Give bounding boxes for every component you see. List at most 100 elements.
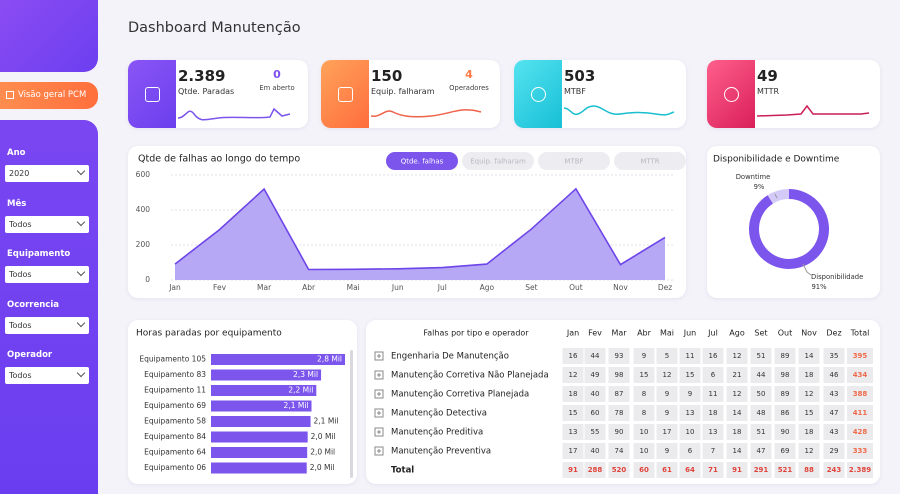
dropdown[interactable]: Todos <box>5 317 89 334</box>
expand-icon[interactable] <box>374 427 384 437</box>
cell <box>847 386 873 402</box>
table-title: Falhas por tipo e operador <box>423 329 529 338</box>
cell <box>633 462 655 478</box>
kpi-icon-tile <box>514 60 562 128</box>
y-tick-label: Equipamento 58 <box>144 417 206 426</box>
cell <box>750 462 772 478</box>
cell <box>702 367 724 383</box>
bar <box>211 400 312 412</box>
kpi-sparkline <box>564 105 675 116</box>
bar <box>211 385 317 396</box>
kpi-sparkline <box>371 109 482 118</box>
cell <box>584 443 606 459</box>
cell <box>584 348 606 364</box>
dropdown-chevron <box>76 166 86 176</box>
filter-label: Operador <box>7 350 53 360</box>
cell <box>847 348 873 364</box>
donut-segment <box>767 189 790 204</box>
cell <box>562 462 584 478</box>
filter-label: Mês <box>7 199 27 209</box>
cell <box>679 367 701 383</box>
cell <box>774 424 796 440</box>
dropdown[interactable]: Todos <box>5 367 89 384</box>
expand-icon[interactable] <box>374 351 384 361</box>
column-header: Set <box>754 329 767 338</box>
column-header: Jun <box>683 329 697 338</box>
cell <box>608 405 630 421</box>
row-label: Manutenção Corretiva Planejada <box>391 390 529 400</box>
x-tick-label: Jun <box>391 283 404 292</box>
toggle-button[interactable] <box>462 152 534 170</box>
x-tick-label: Out <box>569 283 583 292</box>
cell-value: 87 <box>615 390 624 398</box>
kpi-value: 150 <box>371 67 403 85</box>
scrollbar[interactable] <box>350 350 353 478</box>
cell-value: 15 <box>805 409 814 417</box>
toggle-label: MTBF <box>564 158 583 166</box>
cell-value: 89 <box>781 352 790 360</box>
cell-value: 13 <box>709 428 718 436</box>
nav-button[interactable]: Visão geral PCM <box>0 82 98 109</box>
y-tick-label: Equipamento 06 <box>144 463 206 472</box>
cell-value: 12 <box>733 352 742 360</box>
dropdown[interactable]: Todos <box>5 266 89 283</box>
cell <box>750 348 772 364</box>
kpi-label: Qtde. Paradas <box>178 87 235 96</box>
kpi-card: 150 Equip. falharam 4 Operadores <box>321 60 500 128</box>
kpi-secondary-label: Em aberto <box>259 84 295 92</box>
cell-value: 86 <box>781 409 790 417</box>
sparkline-path <box>564 105 675 116</box>
dropdown-chevron <box>76 267 86 277</box>
line <box>174 187 666 271</box>
cell-value: 55 <box>591 428 600 436</box>
cell <box>774 405 796 421</box>
data-label: 2,8 Mil <box>317 355 342 364</box>
y-tick-label: Equipamento 84 <box>144 432 206 441</box>
cell <box>633 443 655 459</box>
cell <box>679 386 701 402</box>
cell <box>562 386 584 402</box>
cell-value: 10 <box>686 428 695 436</box>
cell-value: 50 <box>757 390 766 398</box>
dropdown[interactable]: 2020 <box>5 165 89 182</box>
kpi-icon <box>724 87 739 102</box>
page-title: Dashboard Manutenção <box>128 20 301 36</box>
dropdown-chevron <box>76 318 86 328</box>
cell <box>656 405 678 421</box>
kpi-icon <box>145 87 160 102</box>
expand-icon[interactable] <box>374 446 384 456</box>
expand-icon[interactable] <box>374 408 384 418</box>
cell-value: 98 <box>615 371 624 379</box>
y-tick-label: Equipamento 69 <box>144 401 206 410</box>
cell-value: 12 <box>663 371 672 379</box>
cell-value: 35 <box>830 352 839 360</box>
toggle-button[interactable] <box>614 152 686 170</box>
cell <box>633 367 655 383</box>
cell-value: 11 <box>686 352 695 360</box>
legend-label: Downtime <box>736 173 771 181</box>
cell-value: 12 <box>733 390 742 398</box>
nav-icon <box>6 90 14 99</box>
cell-value: 43 <box>830 428 839 436</box>
dropdown[interactable]: Todos <box>5 216 89 233</box>
cell-value: 9 <box>665 409 669 417</box>
row-label: Manutenção Detectiva <box>391 409 487 419</box>
dropdown-chevron <box>76 217 86 227</box>
expand-icon[interactable] <box>374 389 384 399</box>
cell <box>608 386 630 402</box>
data-label: 2,0 Mil <box>311 432 336 441</box>
cell-value: 291 <box>754 466 769 474</box>
toggle-button[interactable] <box>386 152 458 170</box>
x-tick-label: Fev <box>213 283 227 292</box>
cell <box>774 367 796 383</box>
cell-value: 14 <box>805 352 814 360</box>
cell <box>608 348 630 364</box>
cell <box>584 367 606 383</box>
toggle-button[interactable] <box>538 152 610 170</box>
column-header: Ago <box>729 329 745 338</box>
cell <box>798 386 820 402</box>
x-tick-label: Set <box>525 283 537 292</box>
expand-icon[interactable] <box>374 370 384 380</box>
cell <box>847 462 873 478</box>
filter-label: Ocorrencia <box>7 300 59 310</box>
